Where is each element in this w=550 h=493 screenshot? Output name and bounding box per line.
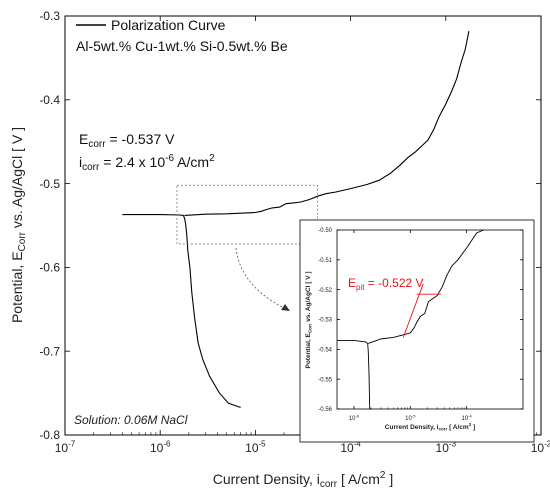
ecorr-annotation: Ecorr = -0.537 V [79, 131, 175, 150]
inset-x-tick-label-base: 10 [462, 416, 469, 422]
legend: Polarization Curve Al-5wt.% Cu-1wt.% Si-… [76, 17, 288, 54]
main-x-tick-label: 10-2 [531, 440, 550, 455]
inset-y-tick-label: -0.51 [318, 258, 332, 264]
main-x-axis-label-sup: 2 [380, 470, 386, 481]
inset-plot: 10-610-510-4 -0.50-0.51-0.52-0.53-0.54-0… [299, 219, 535, 443]
main-x-tick-label-exp: -3 [449, 440, 457, 449]
main-y-axis-label-sub: Corr [17, 231, 28, 251]
main-y-axis-label-main: Potential, E [9, 251, 25, 323]
main-x-axis-label-sub: corr [320, 479, 338, 490]
inset-x-tick-label-exp: -5 [412, 413, 416, 418]
ecorr-sub: corr [88, 139, 106, 150]
main-y-axis-label-rest: vs. Ag/AgCl [ V ] [9, 127, 25, 232]
main-x-tick-label: 10-7 [55, 440, 76, 455]
inset-tangent-line [402, 283, 424, 338]
inset-x-axis-label: Current Density, icorr [ A/cm2 ] [385, 422, 475, 432]
inset-series-cathodic-line [337, 339, 372, 410]
main-x-tick-label-base: 10 [436, 441, 450, 455]
inset-y-axis-label-main: Potential, E [305, 332, 312, 368]
main-y-tick-label: -0.7 [39, 344, 60, 358]
main-x-ticks: 10-7 10-6 10-5 10-4 10-3 10-2 [55, 16, 550, 455]
inset-x-tick-label: 10-6 [349, 413, 360, 422]
inset-y-axis-label: Potential, ECorr vs. Ag/AgCl [ V ] [305, 271, 313, 368]
inset-x-axis-label-sub: corr [439, 427, 448, 432]
solution-note: Solution: 0.06M NaCl [74, 413, 188, 427]
inset-x-tick-label-base: 10 [405, 416, 412, 422]
main-series-anodic-line [184, 30, 470, 216]
epit-value: = -0.522 V [364, 276, 423, 290]
icorr-mid: = 2.4 x 10 [99, 154, 165, 170]
epit-sub: pit [356, 283, 365, 292]
inset-x-tick-label-base: 10 [349, 416, 356, 422]
main-y-tick-label: -0.3 [39, 9, 60, 23]
main-y-tick-label: -0.5 [39, 177, 60, 191]
inset-x-axis-label-end: ] [471, 424, 475, 431]
zoom-arrow [235, 247, 285, 309]
inset-x-axis-label-sup: 2 [469, 422, 472, 427]
icorr-prefix: i [79, 154, 82, 170]
main-x-tick-label: 10-3 [436, 440, 457, 455]
main-y-tick-label: -0.4 [39, 93, 60, 107]
main-x-tick-label-base: 10 [245, 441, 259, 455]
inset-y-axis-label-rest: vs. Ag/AgCl [ V ] [305, 271, 312, 323]
main-x-tick-label-exp: -7 [68, 440, 76, 449]
inset-y-axis-label-sub: Corr [308, 323, 313, 333]
inset-x-axis-label-rest: [ A/cm [447, 424, 469, 431]
main-x-axis-label-rest: [ A/cm [337, 471, 380, 487]
main-x-tick-label-exp: -6 [163, 440, 171, 449]
inset-x-tick-label: 10-5 [405, 413, 416, 422]
icorr-rest: A/cm [174, 154, 209, 170]
inset-y-tick-label: -0.56 [318, 407, 332, 413]
inset-x-tick-label-exp: -6 [356, 413, 360, 418]
inset-x-ticks: 10-610-510-4 [349, 230, 473, 422]
inset-y-tick-label: -0.52 [318, 288, 332, 294]
icorr-annotation: icorr = 2.4 x 10-6 A/cm2 [79, 153, 215, 173]
inset-y-tick-label: -0.54 [318, 347, 332, 353]
inset-y-tick-label: -0.53 [318, 318, 332, 324]
main-x-tick-label-base: 10 [340, 441, 354, 455]
main-x-tick-label-base: 10 [150, 441, 164, 455]
inset-y-ticks: -0.50 -0.51 -0.52 -0.53 -0.54 -0.55 -0.56 [318, 228, 523, 413]
main-x-axis-label-end: ] [385, 471, 393, 487]
main-x-tick-label-exp: -4 [354, 440, 362, 449]
icorr-sub: corr [82, 162, 100, 173]
main-x-axis-label-main: Current Density, i [213, 471, 320, 487]
icorr-sup2: 2 [209, 153, 215, 164]
ecorr-prefix: E [79, 131, 88, 147]
main-y-ticks: -0.3 -0.4 -0.5 -0.6 -0.7 -0.8 [39, 9, 541, 442]
icorr-sup: -6 [165, 153, 174, 164]
main-x-tick-label: 10-4 [340, 440, 361, 455]
main-y-tick-label: -0.8 [39, 428, 60, 442]
main-series-cathodic-line [122, 214, 241, 408]
main-x-tick-label: 10-5 [245, 440, 266, 455]
inset-y-tick-label: -0.50 [318, 228, 332, 234]
inset-x-tick-label: 10-4 [462, 413, 473, 422]
zoom-arrowhead [281, 304, 290, 311]
main-x-tick-label: 10-6 [150, 440, 171, 455]
inset-y-tick-label: -0.55 [318, 377, 332, 383]
inset-x-axis-label-main: Current Density, i [385, 424, 439, 431]
main-y-tick-label: -0.6 [39, 261, 60, 275]
main-x-axis-label: Current Density, icorr [ A/cm2 ] [213, 470, 393, 490]
zoom-region-box [176, 184, 318, 245]
ecorr-value: = -0.537 V [106, 131, 176, 147]
main-y-axis-label: Potential, ECorr vs. Ag/AgCl [ V ] [9, 127, 28, 323]
main-x-tick-label-base: 10 [531, 441, 545, 455]
main-x-tick-label-base: 10 [55, 441, 69, 455]
main-x-tick-label-exp: -2 [544, 440, 550, 449]
legend-label: Polarization Curve [111, 17, 226, 33]
inset-x-tick-label-exp: -4 [468, 413, 472, 418]
inset-plot-frame [336, 229, 524, 410]
epit-prefix: E [348, 276, 356, 290]
main-x-tick-label-exp: -5 [259, 440, 267, 449]
epit-annotation: Epit = -0.522 V [348, 276, 424, 292]
alloy-label: Al-5wt.% Cu-1wt.% Si-0.5wt.% Be [76, 38, 288, 54]
